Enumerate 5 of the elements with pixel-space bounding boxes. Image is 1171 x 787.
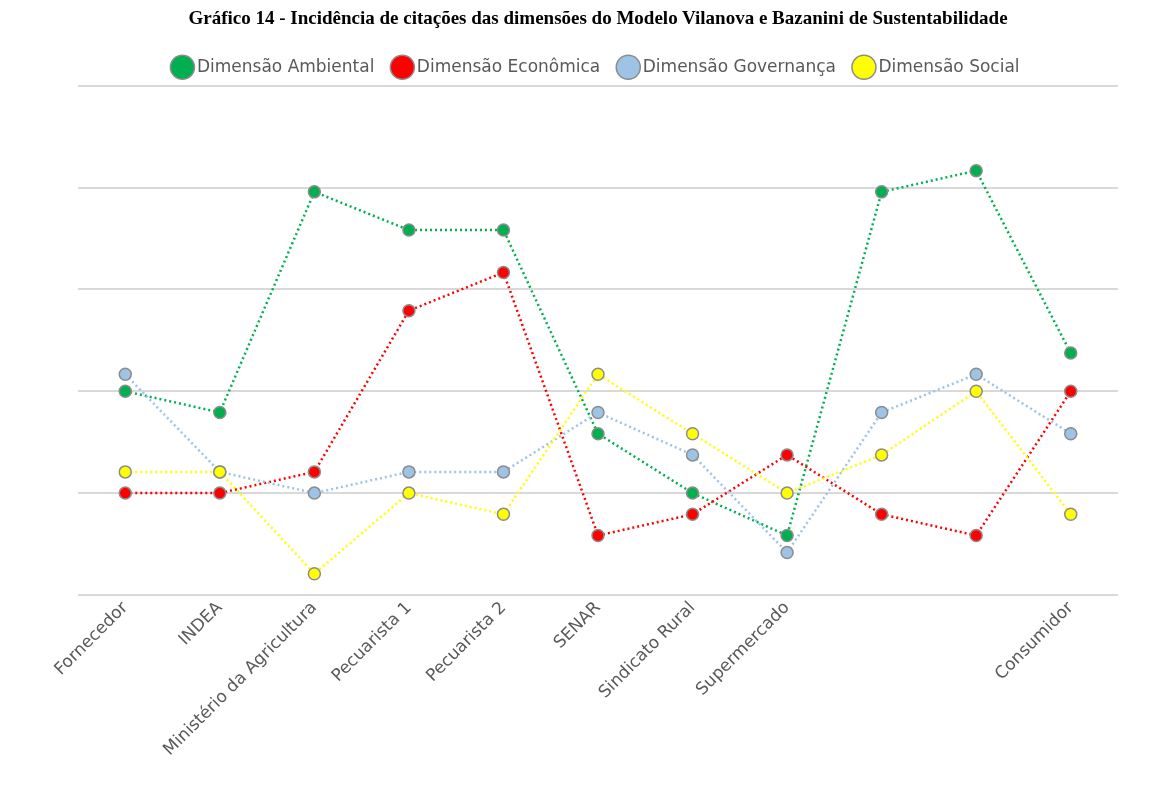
legend-label: Dimensão Ambiental — [196, 55, 375, 76]
legend-label: Dimensão Econômica — [416, 55, 601, 76]
chart-title: Gráfico 14 - Incidência de citações das dimensões do Modelo Vilanova e Bazanini de Sustentabilidade — [188, 7, 1008, 29]
legend-label: Dimensão Governança — [642, 55, 836, 76]
legend-label: Dimensão Social — [878, 55, 1020, 76]
